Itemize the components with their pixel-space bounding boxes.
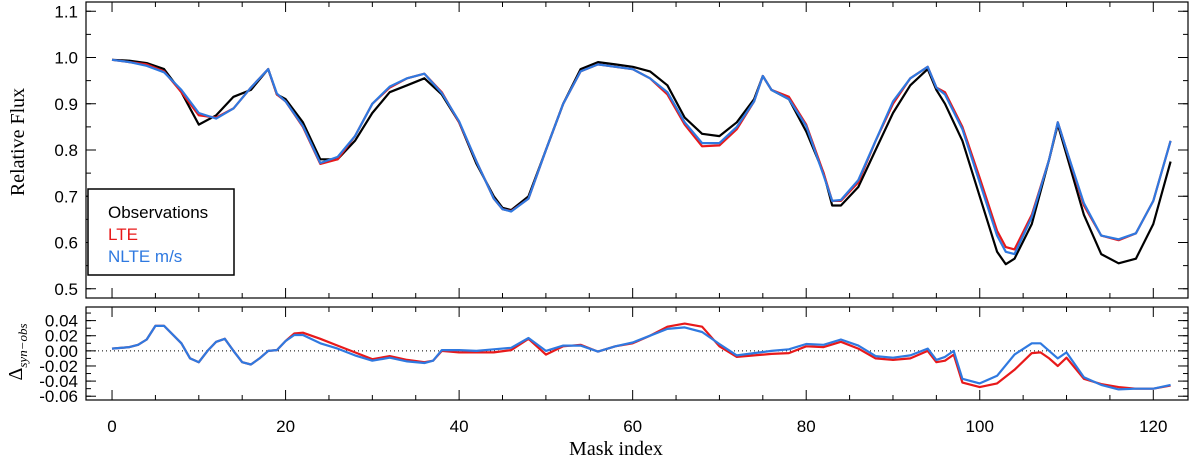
x-tick-label: 60: [623, 417, 642, 436]
flux-series-nlte-m-s: [111, 58, 1172, 256]
flux-y-tick-label: 0.5: [54, 280, 78, 299]
x-tick-label: 120: [1139, 417, 1167, 436]
residual-y-tick-label: -0.06: [39, 387, 78, 406]
x-axis-title: Mask index: [569, 438, 663, 460]
flux-y-tick-label: 1.1: [54, 2, 78, 21]
x-tick-label: 20: [276, 417, 295, 436]
x-tick-labels: 0 20 40 60 80 100 120: [107, 417, 1167, 436]
flux-y-tick-label: 0.9: [54, 95, 78, 114]
y-axis-title-bottom: Δsyn−obs: [5, 323, 30, 380]
residual-frame: [85, 306, 1189, 401]
y-axis-title-bottom-main: Δ: [5, 368, 27, 381]
flux-frame: [85, 1, 1189, 299]
y-axis-title-bottom-sub: syn−obs: [15, 323, 30, 367]
x-tick-label: 100: [966, 417, 994, 436]
flux-y-tick-label: 1.0: [54, 49, 78, 68]
flux-series-observations: [111, 58, 1172, 266]
y-axis-title-top: Relative Flux: [7, 88, 29, 196]
x-tick-label: 40: [450, 417, 469, 436]
residual-y-tick-label: 0.00: [45, 342, 78, 361]
residual-y-tick-label: 0.02: [45, 327, 78, 346]
residual-series-nlte-m-s: [111, 324, 1171, 391]
flux-y-tick-label: 0.6: [54, 234, 78, 253]
legend-item: LTE: [108, 225, 138, 244]
flux-series-lte: [111, 58, 1172, 251]
legend-item: NLTE m/s: [108, 247, 182, 266]
residual-y-tick-label: -0.04: [39, 372, 78, 391]
legend-box: [87, 188, 235, 276]
residual-panel: 0.040.020.00-0.02-0.04-0.06: [39, 306, 1189, 406]
x-tick-label: 80: [797, 417, 816, 436]
legend-item: Observations: [108, 203, 208, 222]
flux-panel: 0.5 0.6 0.7 0.8 0.9 1.0 1.1 Observations LTE NLTE…: [54, 1, 1189, 299]
residual-y-tick-label: 0.04: [45, 312, 78, 331]
residual-y-tick-label: -0.02: [39, 357, 78, 376]
flux-y-tick-label: 0.8: [54, 141, 78, 160]
flux-y-tick-label: 0.7: [54, 187, 78, 206]
x-tick-label: 0: [107, 417, 116, 436]
